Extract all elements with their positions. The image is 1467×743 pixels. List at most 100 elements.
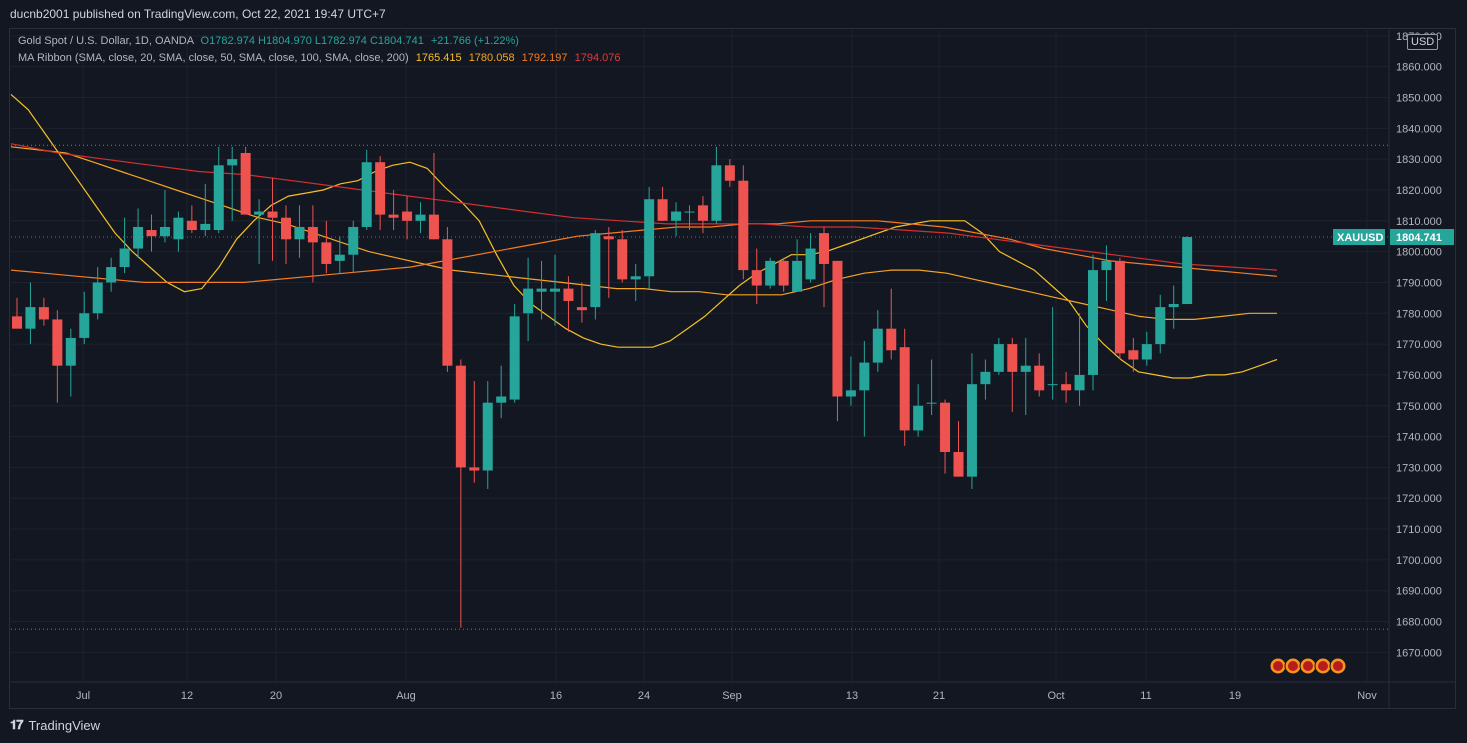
candle — [133, 208, 144, 258]
candle-body — [509, 316, 520, 400]
candle — [603, 226, 614, 298]
candle-body — [751, 270, 762, 286]
candle-body — [765, 260, 776, 286]
candle-body — [576, 307, 587, 311]
candle-body — [590, 233, 601, 308]
candle — [953, 421, 964, 477]
candle — [697, 196, 708, 234]
candle — [832, 260, 843, 422]
price-tick-label: 1850.000 — [1396, 93, 1442, 105]
currency-button[interactable]: USD — [1407, 34, 1439, 50]
candles — [12, 146, 1193, 628]
ma-line — [10, 93, 1278, 379]
price-tick-label: 1740.000 — [1396, 432, 1442, 444]
candle-body — [455, 365, 466, 468]
low-value: L1782.974 — [314, 35, 367, 47]
candle-body — [778, 260, 789, 286]
ma-legend[interactable]: MA Ribbon (SMA, close, 20, SMA, close, 5… — [18, 52, 620, 64]
symbol-legend[interactable]: Gold Spot / U.S. Dollar, 1D, OANDA O1782… — [18, 35, 519, 47]
candle-body — [872, 328, 883, 363]
price-chart[interactable]: 1870.0001860.0001850.0001840.0001830.000… — [10, 29, 1455, 708]
price-tick-label: 1790.000 — [1396, 277, 1442, 289]
candle — [940, 399, 951, 474]
symbol-price-tag-label: XAUUSD — [1337, 232, 1384, 244]
candle — [361, 149, 372, 231]
candle-body — [281, 217, 291, 240]
price-tick-label: 1680.000 — [1396, 617, 1442, 629]
candle — [307, 205, 318, 283]
candle-body — [79, 313, 90, 338]
candle — [1141, 331, 1152, 366]
candle — [899, 328, 910, 446]
candle-body — [415, 214, 426, 221]
candle-body — [200, 223, 211, 231]
candle — [281, 205, 291, 264]
time-tick-label: Nov — [1357, 690, 1377, 702]
candle — [25, 282, 36, 345]
candle-body — [819, 233, 829, 264]
candle — [509, 304, 520, 403]
economic-event-flag-icon — [1288, 661, 1298, 671]
candle-body — [38, 307, 49, 320]
economic-event-flag-icon — [1318, 661, 1328, 671]
candle — [751, 248, 762, 305]
candle-body — [361, 162, 372, 227]
candle-body — [1074, 374, 1085, 391]
candle-body — [1168, 304, 1179, 308]
candle — [428, 152, 439, 240]
price-tick-label: 1670.000 — [1396, 647, 1442, 659]
candle-body — [92, 282, 103, 314]
candle — [1101, 245, 1112, 301]
candle — [576, 282, 587, 323]
symbol-price-tag — [1333, 229, 1385, 246]
candle-body — [1155, 307, 1166, 345]
footer-brand[interactable]: 𝟏𝟕 TradingView — [10, 717, 100, 733]
dotted-levels — [11, 144, 1389, 630]
candle-body — [307, 226, 318, 243]
candle — [1047, 307, 1058, 400]
ma100-value: 1792.197 — [521, 52, 568, 64]
candle — [724, 159, 735, 187]
time-tick-label: Aug — [396, 690, 416, 702]
candle-body — [886, 328, 897, 351]
candle — [254, 199, 265, 264]
time-tick-label: 21 — [933, 690, 945, 702]
candle — [1155, 294, 1166, 354]
candle-body — [375, 162, 386, 215]
candle-body — [1182, 237, 1193, 305]
chart-frame[interactable]: 1870.0001860.0001850.0001840.0001830.000… — [9, 28, 1456, 709]
candle — [684, 205, 695, 231]
candle-body — [227, 159, 238, 166]
time-tick-label: 19 — [1229, 690, 1241, 702]
candle-body — [711, 165, 722, 221]
price-tick-label: 1730.000 — [1396, 462, 1442, 474]
price-tick-label: 1820.000 — [1396, 185, 1442, 197]
candle — [1128, 337, 1139, 372]
candle — [819, 226, 829, 308]
candle — [469, 381, 480, 483]
candle-body — [402, 211, 413, 221]
candle-body — [926, 402, 937, 404]
last-price-tag-label: 1804.741 — [1396, 232, 1442, 244]
candle-body — [25, 307, 36, 329]
candle-body — [845, 390, 856, 397]
candle-body — [1114, 260, 1125, 354]
candle — [563, 276, 574, 332]
price-tick-label: 1760.000 — [1396, 370, 1442, 382]
candle — [52, 310, 63, 403]
candle-body — [536, 288, 547, 292]
candle — [966, 353, 977, 489]
economic-event-flag-icon — [1333, 661, 1343, 671]
candle — [402, 196, 413, 240]
candle-body — [1101, 260, 1112, 271]
candle — [550, 254, 560, 326]
candle-body — [482, 402, 493, 471]
price-tick-label: 1810.000 — [1396, 216, 1442, 228]
candle-body — [550, 288, 560, 292]
candle — [119, 217, 130, 274]
candle-body — [240, 152, 251, 215]
candle — [159, 189, 170, 243]
candle — [186, 205, 197, 234]
candle — [859, 341, 870, 437]
candle-body — [442, 239, 453, 366]
